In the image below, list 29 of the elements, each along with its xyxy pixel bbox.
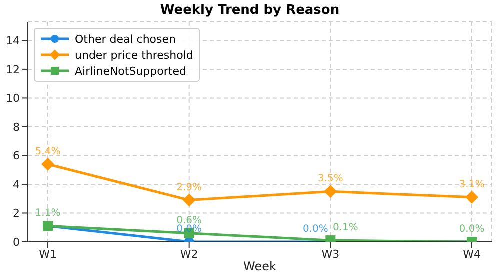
- point: [42, 158, 54, 171]
- data-label: 5.4%: [35, 146, 61, 158]
- data-label: 2.9%: [176, 182, 202, 194]
- data-label: 3.1%: [459, 179, 485, 190]
- y-tick-label: 0: [13, 236, 20, 249]
- y-tick-label: 4: [13, 178, 20, 192]
- point: [466, 190, 478, 204]
- y-tick-label: 8: [13, 120, 20, 134]
- y-tick-label: 2: [13, 207, 20, 220]
- x-tick-label: W3: [322, 248, 340, 261]
- y-tick-label: 14: [6, 34, 20, 48]
- x-tick-label: W4: [463, 248, 481, 261]
- legend-label: Other deal chosen: [75, 32, 176, 46]
- chart-title: Weekly Trend by Reason: [159, 3, 341, 18]
- x-tick-label: W2: [180, 248, 198, 261]
- data-label: 3.5%: [318, 174, 344, 185]
- data-label: 0.0%: [459, 224, 485, 235]
- x-axis-title: Week: [244, 260, 276, 274]
- data-label: 0.0%: [302, 224, 328, 235]
- y-tick-label: 6: [13, 150, 20, 163]
- point: [182, 194, 196, 207]
- legend-label: under price threshold: [75, 48, 194, 62]
- data-label: 0.1%: [332, 222, 358, 234]
- legend-label: AirlineNotSupported: [75, 64, 186, 78]
- x-tick-label: W1: [39, 248, 57, 261]
- y-tick-label: 10: [6, 92, 20, 106]
- point: [324, 185, 338, 198]
- data-label: 1.1%: [35, 208, 61, 220]
- y-tick-label: 12: [6, 63, 20, 76]
